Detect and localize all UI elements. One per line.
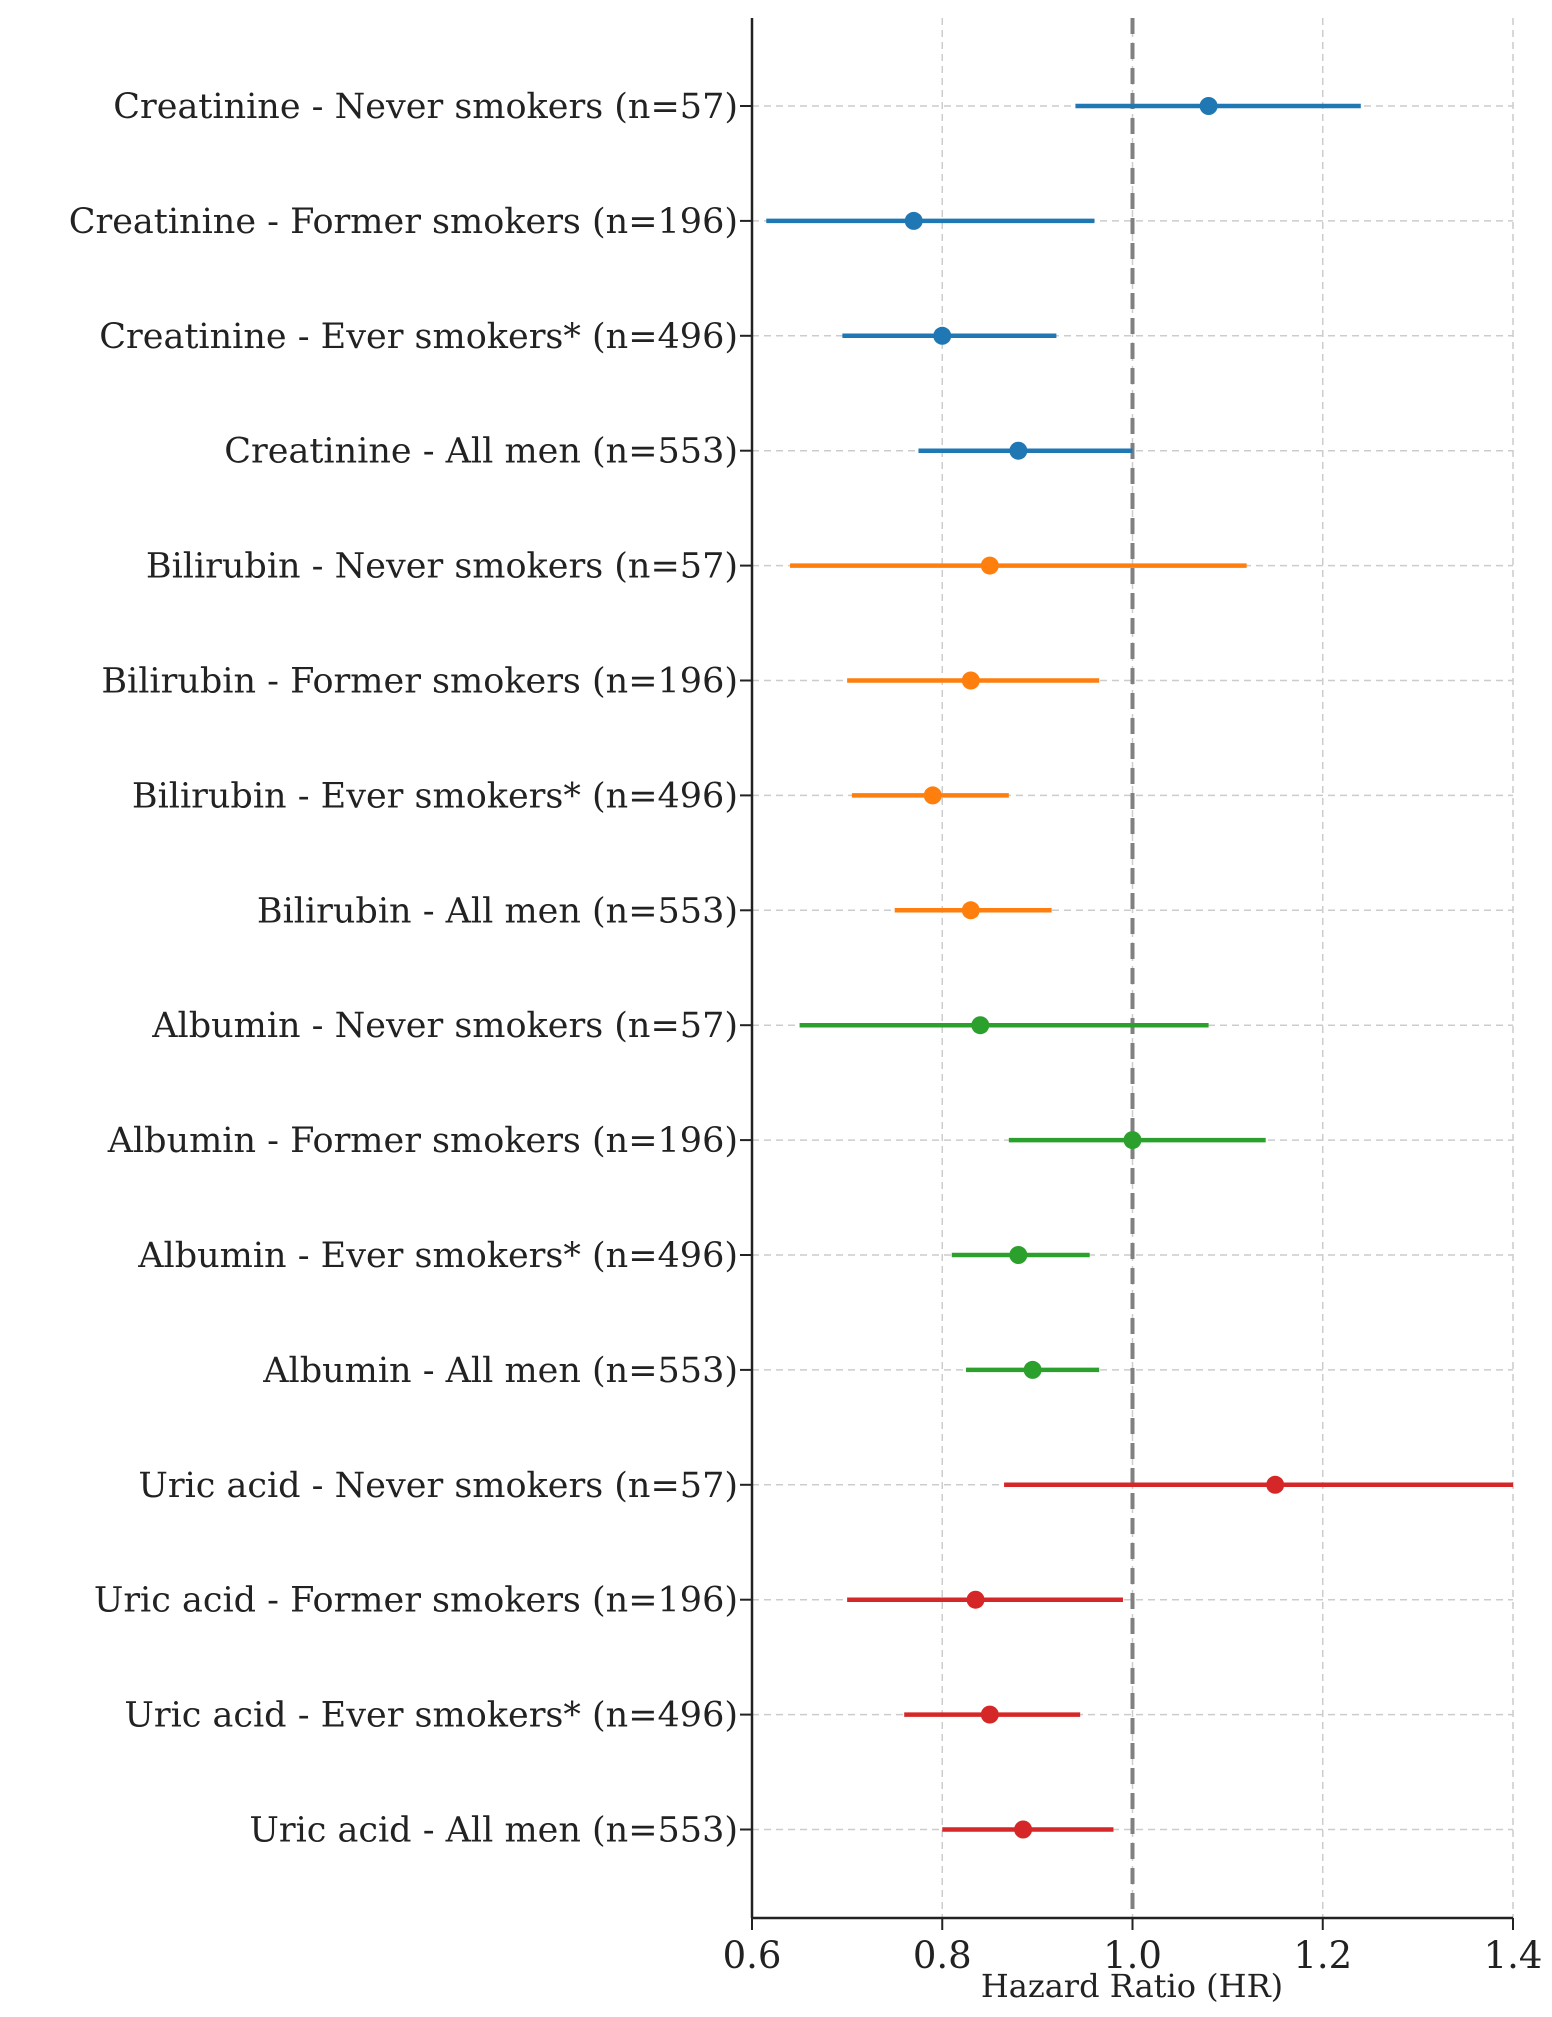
row-label: Albumin - Ever smokers* (n=496) — [137, 1236, 738, 1276]
x-tick-labels: 0.6 0.8 1.0 1.2 1.4 — [723, 1934, 1543, 1977]
x-tick-label: 1.4 — [1484, 1934, 1543, 1977]
row-label: Creatinine - All men (n=553) — [224, 432, 738, 472]
point-estimates — [904, 97, 1285, 1839]
row-label: Creatinine - Former smokers (n=196) — [69, 202, 738, 242]
hr-point — [1123, 1131, 1142, 1150]
row-label: Bilirubin - Ever smokers* (n=496) — [132, 776, 738, 816]
row-label: Bilirubin - Never smokers (n=57) — [146, 547, 738, 587]
row-label: Creatinine - Ever smokers* (n=496) — [99, 317, 738, 357]
x-tick-label: 0.6 — [723, 1934, 782, 1977]
x-tick-label: 1.0 — [1103, 1934, 1162, 1977]
row-label: Uric acid - Ever smokers* (n=496) — [124, 1696, 738, 1736]
hr-point — [961, 901, 980, 920]
hr-point — [1014, 1820, 1033, 1839]
row-label: Bilirubin - All men (n=553) — [257, 891, 738, 931]
hr-point — [1009, 1246, 1028, 1264]
row-label: Albumin - Never smokers (n=57) — [151, 1006, 738, 1046]
hr-point — [904, 211, 923, 230]
hr-point — [1009, 441, 1028, 460]
hr-point — [1199, 97, 1218, 115]
hr-point — [980, 556, 999, 575]
row-label: Uric acid - Former smokers (n=196) — [94, 1581, 738, 1621]
hr-point — [971, 1016, 990, 1035]
hr-point — [961, 671, 980, 690]
row-label: Uric acid - Never smokers (n=57) — [138, 1466, 738, 1506]
hr-point — [933, 326, 952, 345]
hr-point — [1266, 1475, 1285, 1494]
row-label: Uric acid - All men (n=553) — [249, 1811, 738, 1851]
hr-point — [923, 786, 942, 805]
x-tick-label: 1.2 — [1293, 1934, 1352, 1977]
x-axis-title: Hazard Ratio (HR) — [981, 1967, 1283, 2005]
x-tick-label: 0.8 — [913, 1934, 972, 1977]
hr-point — [966, 1590, 985, 1609]
row-label: Creatinine - Never smokers (n=57) — [113, 87, 738, 127]
confidence-intervals — [766, 103, 1513, 1832]
hr-point — [1023, 1360, 1042, 1379]
row-label: Bilirubin - Former smokers (n=196) — [101, 662, 738, 702]
hr-point — [980, 1705, 999, 1724]
row-labels: Creatinine - Never smokers (n=57) Creatin… — [69, 87, 738, 1851]
row-label: Albumin - All men (n=553) — [262, 1351, 738, 1391]
row-label: Albumin - Former smokers (n=196) — [107, 1121, 738, 1161]
axes — [740, 18, 1514, 1930]
